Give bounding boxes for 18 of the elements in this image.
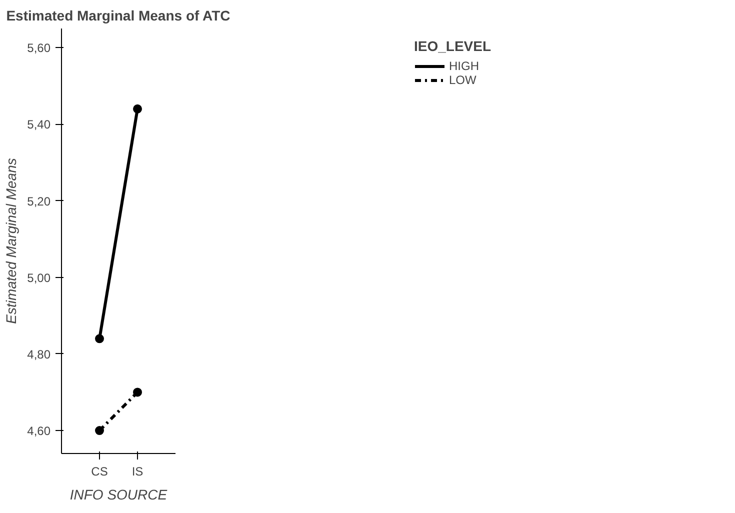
x-tick-label: CS <box>91 464 108 478</box>
y-tick-label: 5,60 <box>27 41 51 56</box>
y-tick-label: 4,80 <box>27 347 51 362</box>
point <box>95 426 104 436</box>
point <box>133 104 142 114</box>
legend-title: IEO_LEVEL <box>414 38 492 54</box>
legend-label: LOW <box>448 73 476 87</box>
point <box>95 334 104 344</box>
point <box>133 388 142 397</box>
y-tick-label: 5,00 <box>27 270 51 285</box>
y-tick-label: 4,60 <box>27 424 51 438</box>
y-axis-title: Estimated Marginal Means <box>3 158 20 324</box>
chart-title: Estimated Marginal Means of ATC <box>6 8 230 24</box>
legend-label: HIGH <box>448 59 479 73</box>
y-tick-label: 5,40 <box>27 118 51 132</box>
x-tick-label: IS <box>132 464 144 478</box>
y-tick-label: 5,20 <box>27 194 51 208</box>
x-axis-title: INFO SOURCE <box>70 486 168 502</box>
